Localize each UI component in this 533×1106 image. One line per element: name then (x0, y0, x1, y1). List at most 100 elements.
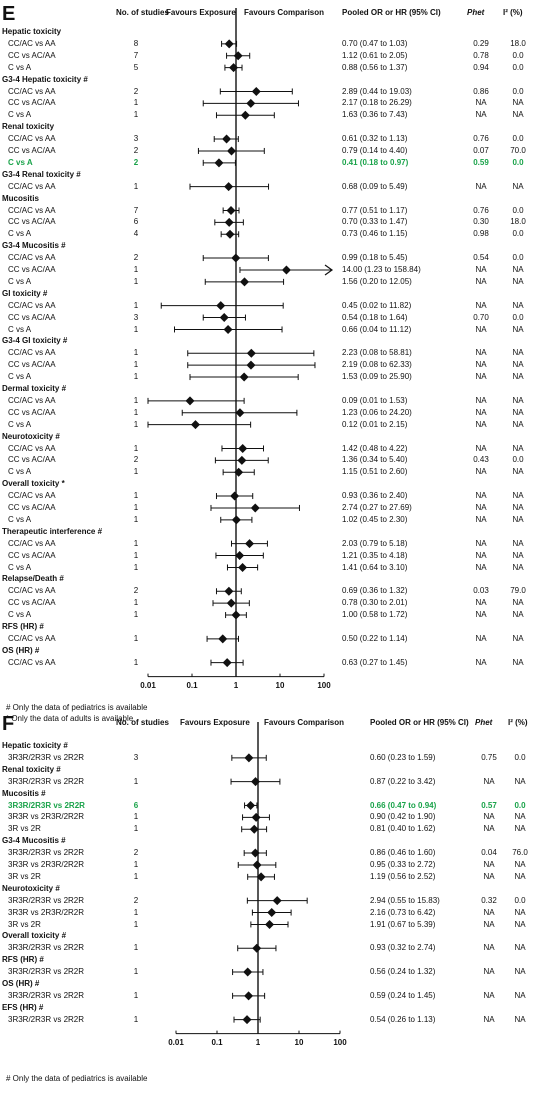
comparison-label: CC vs AC/AA (8, 598, 56, 608)
phet-value: NA (475, 467, 487, 477)
point-estimate (246, 360, 256, 370)
point-estimate (243, 967, 253, 977)
i2-value: NA (514, 860, 526, 869)
study-count: 3 (133, 312, 139, 322)
study-count: 2 (133, 157, 139, 167)
comparison-label: CC vs AC/AA (8, 265, 56, 274)
pooled-estimate: 0.56 (0.24 to 1.32) (370, 967, 436, 977)
group-label: OS (HR) # (2, 645, 40, 655)
pooled-estimate: 0.61 (0.32 to 1.13) (342, 134, 408, 144)
point-estimate (224, 586, 234, 596)
phet-value: 0.04 (481, 848, 497, 858)
phet-value: NA (483, 776, 495, 786)
phet-value: NA (483, 812, 495, 822)
study-count: 1 (133, 407, 139, 417)
comparison-label: CC vs AC/AA (8, 98, 56, 108)
forest-row: 3R3R/2R3R vs 2R2R 1 0.54 (0.26 to 1.13) NA N… (0, 1014, 533, 1025)
phet-value: NA (475, 265, 487, 274)
group-heading: G3-4 GI toxicity # (0, 335, 533, 346)
i2-value: 0.0 (512, 455, 524, 465)
comparison-label: C vs A (8, 514, 32, 524)
group-label: G3-4 GI toxicity # (2, 336, 68, 346)
study-count: 8 (133, 38, 139, 48)
forest-row: CC vs AC/AA 2 0.79 (0.14 to 4.40) 0.07 70.0 (0, 145, 533, 156)
phet-value: NA (475, 491, 487, 501)
forest-row: CC/AC vs AA 1 1.42 (0.48 to 4.22) NA NA (0, 443, 533, 454)
point-estimate (219, 313, 229, 323)
pooled-estimate: 0.59 (0.24 to 1.45) (370, 990, 436, 1000)
study-count: 3 (133, 752, 139, 762)
panel-label: E (2, 3, 16, 25)
comparison-label: 3R3R/2R3R vs 2R2R (8, 752, 85, 762)
pooled-estimate: 0.12 (0.01 to 2.15) (342, 419, 408, 429)
study-count: 1 (133, 395, 139, 405)
forest-row: CC/AC vs AA 2 0.99 (0.18 to 5.45) 0.54 0.0 (0, 252, 533, 263)
point-estimate (222, 658, 232, 668)
i2-value: 0.0 (512, 229, 524, 239)
comparison-label: CC vs AC/AA (8, 455, 56, 465)
group-heading: Dermal toxicity # (0, 383, 533, 394)
study-count: 1 (133, 550, 139, 560)
i2-value: NA (512, 633, 524, 643)
study-count: 1 (133, 776, 139, 786)
forest-row: 3R3R/2R3R vs 2R2R 1 0.56 (0.24 to 1.32) NA N… (0, 966, 533, 977)
pooled-estimate: 1.21 (0.35 to 4.18) (342, 550, 408, 560)
header-pooled-or: Pooled OR or HR (95% CI) (370, 718, 469, 727)
pooled-estimate: 0.88 (0.56 to 1.37) (342, 62, 408, 72)
forest-row: C vs A 1 1.56 (0.20 to 12.05) NA NA (0, 276, 533, 287)
study-count: 1 (133, 562, 139, 572)
pooled-estimate: 0.45 (0.02 to 11.82) (342, 300, 412, 310)
forest-plot-panel-f: F No. of studies Favours Exposure Favour… (0, 706, 533, 1106)
group-heading: GI toxicity # (0, 288, 533, 299)
pooled-estimate: 0.95 (0.33 to 2.72) (370, 860, 436, 869)
forest-row: CC/AC vs AA 7 0.77 (0.51 to 1.17) 0.76 0.0 (0, 205, 533, 216)
group-label: Overall toxicity # (2, 931, 67, 941)
forest-row: C vs A 1 0.12 (0.01 to 2.15) NA NA (0, 419, 533, 430)
point-estimate (224, 217, 234, 227)
header-pooled-or: Pooled OR or HR (95% CI) (342, 8, 441, 17)
forest-row: 3R3R/2R3R vs 2R2R 1 0.87 (0.22 to 3.42) NA N… (0, 776, 533, 787)
comparison-label: C vs A (8, 610, 32, 620)
group-heading: EFS (HR) # (0, 1002, 533, 1013)
forest-row: C vs A 1 0.66 (0.04 to 11.12) NA NA (0, 324, 533, 335)
comparison-label: CC vs AC/AA (8, 550, 56, 560)
pooled-estimate: 0.69 (0.36 to 1.32) (342, 586, 408, 596)
forest-row: CC vs AC/AA 3 0.54 (0.18 to 1.64) 0.70 0.0 (0, 312, 533, 323)
phet-value: 0.98 (473, 229, 489, 239)
i2-value: NA (512, 491, 524, 501)
pooled-estimate: 1.41 (0.64 to 3.10) (342, 562, 408, 572)
study-count: 1 (133, 967, 139, 977)
group-heading: Relapse/Death # (0, 573, 533, 584)
point-estimate (185, 396, 195, 406)
comparison-label: CC vs AC/AA (8, 503, 56, 512)
header-n-studies: No. of studies (116, 8, 169, 17)
comparison-label: 3R3R/2R3R vs 2R2R (8, 800, 85, 810)
i2-value: NA (512, 419, 524, 429)
study-count: 1 (133, 467, 139, 477)
i2-value: NA (512, 443, 524, 453)
group-heading: Hepatic toxicity (0, 26, 533, 37)
comparison-label: CC/AC vs AA (8, 300, 56, 310)
group-label: Hepatic toxicity (2, 27, 62, 36)
forest-row: CC/AC vs AA 8 0.70 (0.47 to 1.03) 0.29 18.0 (0, 38, 533, 49)
forest-row: 3R3R/2R3R vs 2R2R 2 2.94 (0.55 to 15.83) 0.… (0, 895, 533, 906)
phet-value: NA (475, 372, 487, 382)
i2-value: 0.0 (514, 895, 526, 905)
i2-value: 0.0 (512, 50, 524, 60)
comparison-label: CC vs AC/AA (8, 312, 56, 322)
pooled-estimate: 0.78 (0.30 to 2.01) (342, 598, 408, 608)
i2-value: NA (514, 812, 526, 822)
group-heading: Renal toxicity (0, 121, 533, 132)
pooled-estimate: 0.93 (0.32 to 2.74) (370, 943, 436, 953)
comparison-label: C vs A (8, 324, 32, 334)
point-estimate (239, 277, 249, 287)
study-count: 1 (133, 919, 139, 929)
point-estimate (240, 110, 250, 120)
forest-row: C vs A 1 1.63 (0.36 to 7.43) NA NA (0, 109, 533, 120)
pooled-estimate: 0.70 (0.47 to 1.03) (342, 38, 408, 48)
forest-row: CC/AC vs AA 1 2.23 (0.08 to 58.81) NA NA (0, 347, 533, 358)
comparison-label: 3R3R vs 2R3R/2R2R (8, 860, 85, 869)
x-tick-label: 100 (333, 1037, 347, 1047)
pooled-estimate: 0.66 (0.47 to 0.94) (370, 800, 437, 810)
header-phet: Phet (475, 718, 493, 727)
